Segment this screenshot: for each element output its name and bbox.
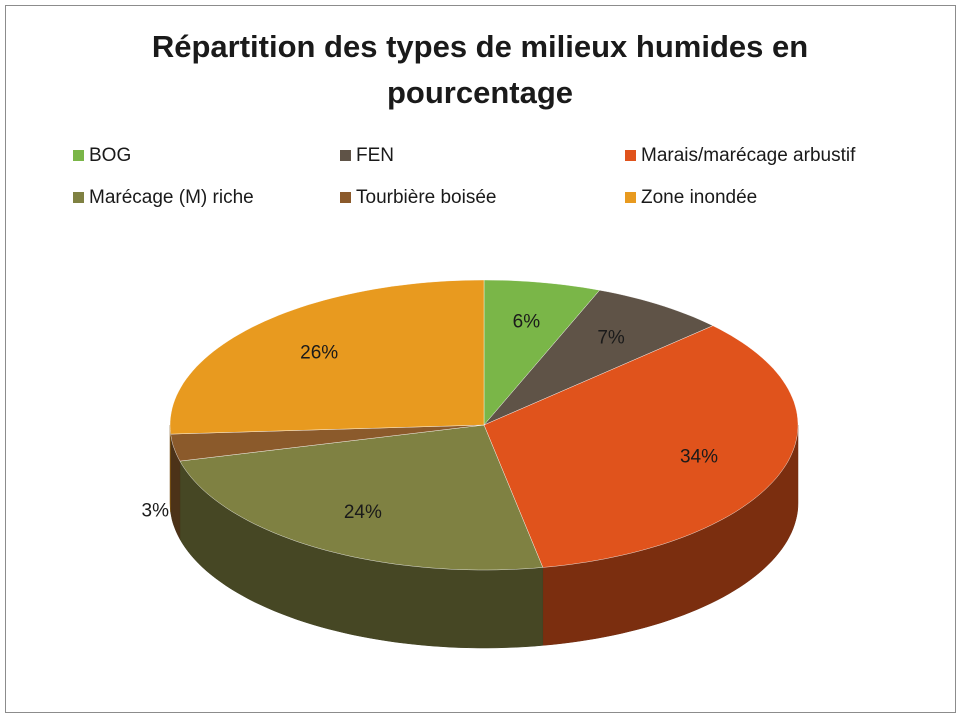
legend-swatch — [73, 192, 84, 203]
legend-label: Marais/marécage arbustif — [641, 145, 856, 166]
legend-swatch — [625, 192, 636, 203]
chart-title: Répartition des types de milieux humides… — [151, 29, 809, 110]
legend-label: FEN — [356, 145, 394, 166]
legend-swatch — [340, 192, 351, 203]
legend-label: Tourbière boisée — [356, 187, 496, 208]
slice — [483, 325, 799, 568]
legend-swatch — [73, 150, 84, 161]
legend-label: BOG — [89, 145, 131, 166]
slice — [179, 424, 544, 571]
data-label: 3% — [142, 500, 170, 521]
slice — [170, 424, 485, 462]
legend-label: Marécage (M) riche — [89, 187, 254, 208]
data-label: 7% — [597, 328, 625, 349]
legend-swatch — [340, 150, 351, 161]
slice — [483, 289, 714, 426]
data-label: 24% — [344, 502, 382, 523]
legend-swatch — [625, 150, 636, 161]
data-label: 6% — [513, 311, 541, 332]
slice — [169, 279, 485, 435]
data-label: 26% — [300, 343, 338, 364]
legend-label: Zone inondée — [641, 187, 757, 208]
slice-side — [169, 424, 171, 513]
data-label: 34% — [680, 446, 718, 467]
slice — [483, 279, 600, 426]
